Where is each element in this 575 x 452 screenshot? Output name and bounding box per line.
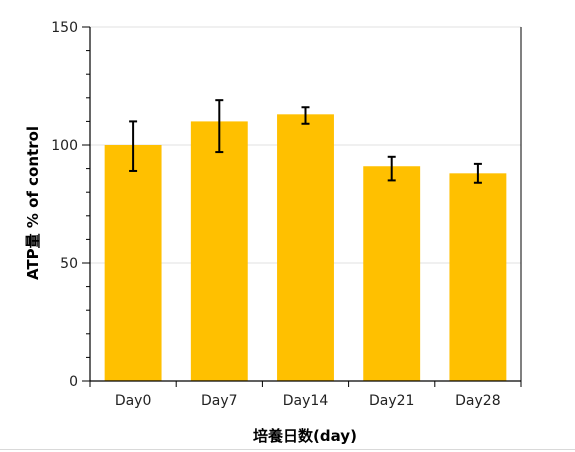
x-tick-label: Day14	[283, 393, 329, 409]
x-tick-label: Day0	[115, 393, 152, 409]
y-tick-label: 50	[60, 256, 78, 272]
x-axis-title: 培養日数(day)	[253, 427, 357, 445]
y-tick-label: 100	[51, 138, 78, 154]
bar	[449, 173, 507, 381]
y-tick-label: 0	[69, 374, 78, 390]
x-tick-label: Day7	[201, 393, 238, 409]
error-bars	[129, 99, 482, 184]
bar	[277, 114, 334, 381]
x-tick-label: Day21	[369, 393, 414, 409]
x-tick-label: Day28	[455, 393, 500, 409]
bar	[363, 166, 421, 381]
y-axis-title: ATP量 % of control	[24, 126, 42, 280]
y-tick-label: 150	[51, 20, 78, 36]
bar	[190, 121, 248, 382]
bottom-divider	[0, 449, 575, 450]
bar	[104, 145, 162, 381]
bars	[104, 114, 507, 382]
tick-labels: 0 50 100 150 Day0 Day7 Day14 Day21 Day28	[51, 20, 500, 409]
axes	[82, 26, 522, 387]
